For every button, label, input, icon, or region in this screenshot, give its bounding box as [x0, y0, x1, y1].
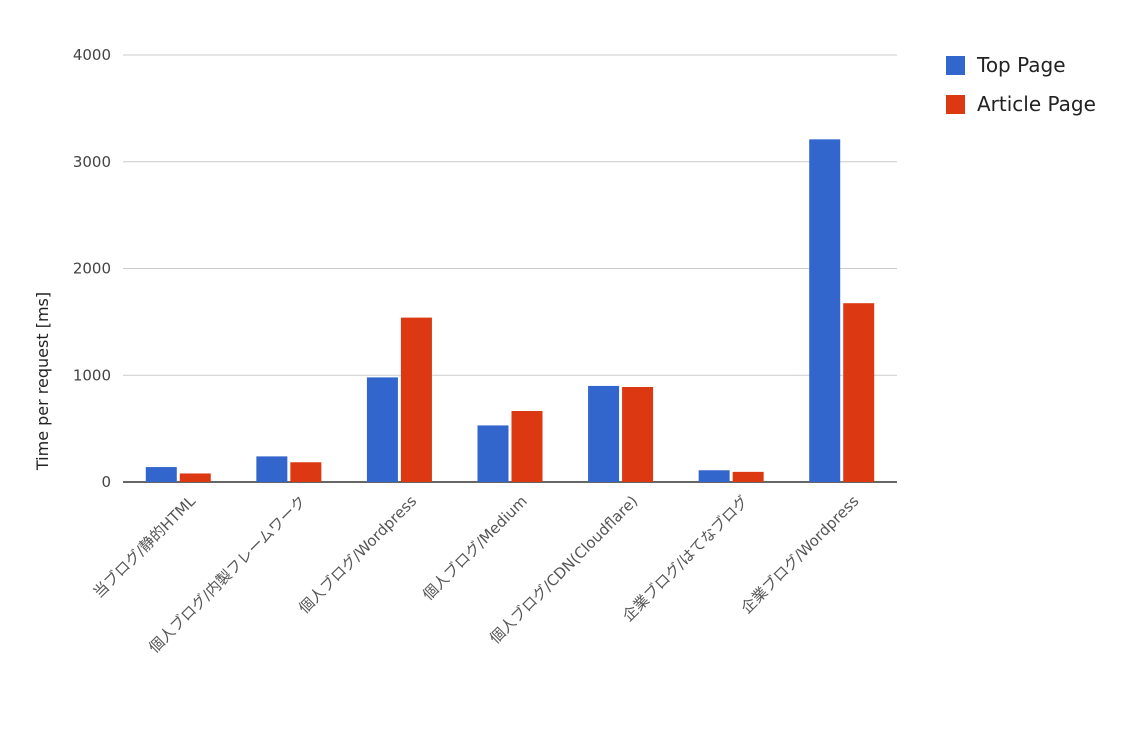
bar-article-page [732, 471, 764, 482]
bar-top-page [698, 470, 730, 482]
bar-top-page [477, 425, 509, 482]
legend-swatch [946, 56, 965, 75]
legend-label: Top Page [976, 53, 1066, 77]
legend-label: Article Page [977, 92, 1096, 116]
legend-swatch [946, 95, 965, 114]
legend-item[interactable]: Top Page [946, 53, 1066, 77]
bar-top-page [588, 385, 620, 482]
bar-article-page [843, 303, 875, 482]
y-tick-label: 3000 [73, 153, 111, 171]
bar-article-page [511, 411, 543, 482]
y-tick-label: 4000 [73, 46, 111, 64]
bar-article-page [179, 473, 211, 482]
x-category-label: 企業ブログ/はてなブログ [619, 492, 752, 625]
y-tick-label: 1000 [73, 366, 111, 384]
bar-article-page [622, 386, 654, 482]
y-tick-label: 2000 [73, 260, 111, 278]
bars [145, 139, 875, 482]
bar-top-page [256, 456, 288, 482]
x-axis-labels: 当ブログ/静的HTML個人ブログ/内製フレームワーク個人ブログ/Wordpres… [90, 492, 863, 657]
x-category-label: 企業ブログ/Wordpress [738, 492, 863, 617]
legend-item[interactable]: Article Page [946, 92, 1096, 116]
y-tick-label: 0 [101, 473, 111, 491]
bar-top-page [145, 467, 177, 482]
bar-article-page [290, 462, 322, 482]
legend: Top Page Article Page [946, 53, 1096, 116]
x-category-label: 個人ブログ/Wordpress [295, 492, 420, 617]
bar-top-page [809, 139, 841, 482]
x-category-label: 当ブログ/静的HTML [90, 492, 200, 602]
gridlines [123, 54, 897, 483]
bar-article-page [400, 317, 432, 482]
x-category-label: 個人ブログ/Medium [419, 492, 531, 604]
y-axis-ticks: 0 1000 2000 3000 4000 [73, 46, 111, 491]
y-axis-title: Time per request [ms] [33, 292, 52, 471]
bar-top-page [366, 377, 398, 482]
